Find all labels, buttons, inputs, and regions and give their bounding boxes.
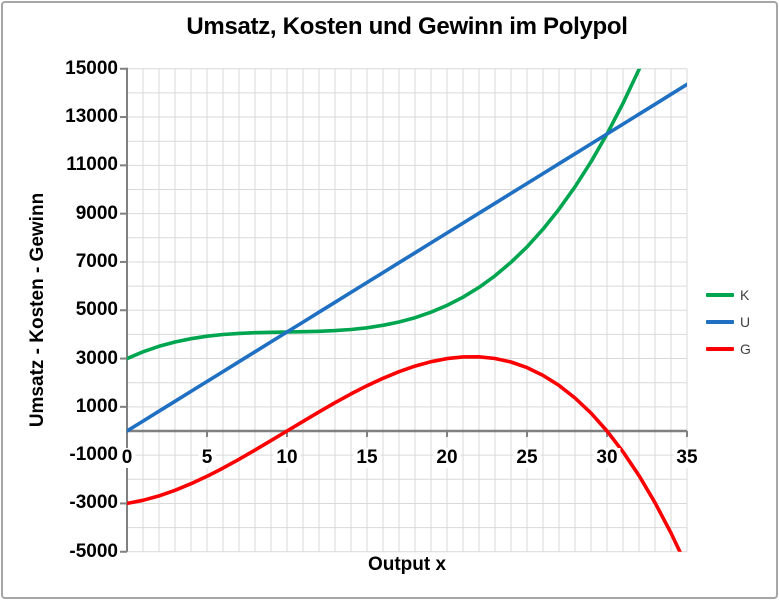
x-tick-label: 10 [273,448,301,468]
series-U-line [127,82,687,433]
y-tick-label: 9000 [75,202,118,224]
y-tick-label: 3000 [75,347,118,369]
legend-label-K: K [740,287,750,303]
legend-swatch-K [706,293,734,297]
x-tick-label: 5 [198,448,216,468]
y-tick-label: -5000 [69,540,118,562]
series-G-line [127,354,682,552]
chart-title: Umsatz, Kosten und Gewinn im Polypol [186,13,628,40]
legend-item-G: G [706,340,751,358]
y-tick-label: -3000 [69,492,118,514]
x-tick-label: 30 [593,448,621,468]
x-axis-title: Output x [367,554,447,575]
legend-swatch-G [706,347,734,351]
legend-label-G: G [740,341,751,357]
series-K-line [127,68,642,361]
legend-label-U: U [740,314,751,330]
x-tick-label: 35 [673,448,701,468]
legend-swatch-U [706,320,734,324]
x-tick-label: 25 [513,448,541,468]
legend-item-U: U [706,313,751,331]
y-tick-label: 13000 [65,106,118,128]
x-tick-label: 15 [353,448,381,468]
y-tick-label: 11000 [66,154,118,176]
y-tick-label: -1000 [69,444,118,466]
x-tick-label: 0 [118,448,136,468]
y-tick-label: 5000 [75,299,118,321]
x-tick-label: 20 [433,448,461,468]
legend-item-K: K [706,286,751,304]
y-tick-label: 1000 [75,395,118,417]
y-tick-label: 15000 [65,57,118,79]
data-series [127,68,687,552]
y-tick-label: 7000 [75,250,118,272]
